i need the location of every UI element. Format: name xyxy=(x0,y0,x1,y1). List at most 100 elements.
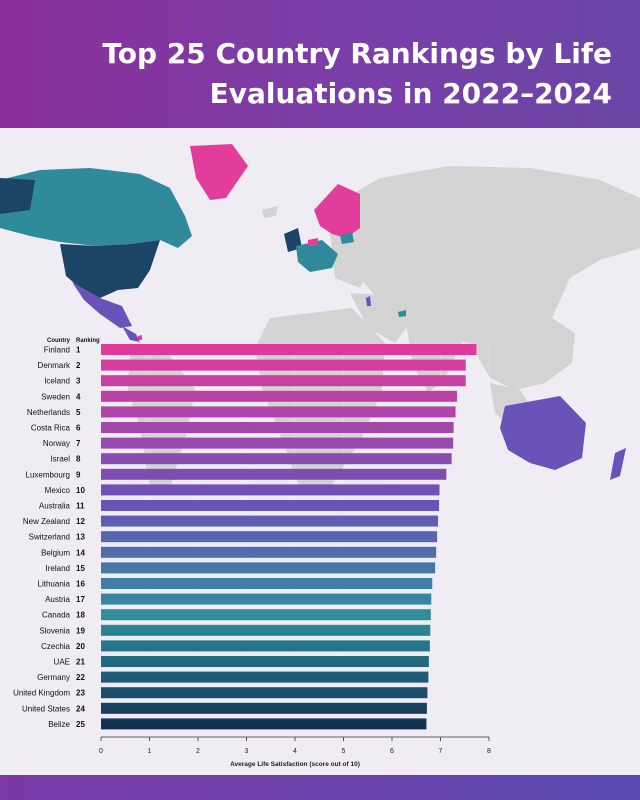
map-greenland xyxy=(190,144,248,200)
bar-sweden xyxy=(101,390,457,402)
rank-label-17: 17 xyxy=(76,595,85,604)
rank-label-1: 1 xyxy=(76,346,81,355)
rank-label-8: 8 xyxy=(76,455,81,464)
rank-label-3: 3 xyxy=(76,377,81,386)
bar-ireland xyxy=(101,562,436,574)
map-canada xyxy=(0,168,192,248)
x-tick-label-4: 4 xyxy=(293,748,297,755)
bar-iceland xyxy=(101,375,466,387)
bar-mexico xyxy=(101,484,440,496)
x-tick-label-5: 5 xyxy=(342,748,346,755)
country-label-3: Iceland xyxy=(44,377,70,386)
rank-label-14: 14 xyxy=(76,548,85,557)
header-ranking: Ranking xyxy=(76,338,100,344)
bar-uae xyxy=(101,656,429,667)
rank-label-4: 4 xyxy=(76,392,81,401)
x-tick-label-2: 2 xyxy=(196,748,200,755)
bar-norway xyxy=(101,437,454,449)
map-new-zealand xyxy=(610,448,626,480)
chart-title: Top 25 Country Rankings by Life Evaluati… xyxy=(102,37,612,110)
map-scandinavia xyxy=(314,184,360,238)
map-australia xyxy=(500,396,586,470)
map-usa xyxy=(60,240,160,298)
country-label-24: United States xyxy=(22,704,70,713)
map-lithuania xyxy=(340,232,354,244)
bars xyxy=(101,344,477,730)
country-label-7: Norway xyxy=(43,439,70,448)
bar-switzerland xyxy=(101,531,438,543)
header-banner: Top 25 Country Rankings by Life Evaluati… xyxy=(0,0,640,128)
rank-label-20: 20 xyxy=(76,642,85,651)
map-costa-rica xyxy=(138,335,142,340)
country-label-14: Belgium xyxy=(41,548,70,557)
map-netherlands xyxy=(308,238,318,246)
map-central-america xyxy=(122,326,140,342)
rank-label-18: 18 xyxy=(76,611,85,620)
country-label-13: Switzerland xyxy=(29,533,70,542)
map-israel xyxy=(366,296,371,306)
rank-label-2: 2 xyxy=(76,361,81,370)
bar-czechia xyxy=(101,640,430,652)
map-uae xyxy=(398,310,406,317)
rank-label-22: 22 xyxy=(76,673,85,682)
rank-label-5: 5 xyxy=(76,408,81,417)
map-alaska xyxy=(0,178,35,214)
x-tick-label-7: 7 xyxy=(439,748,443,755)
bar-belize xyxy=(101,718,427,730)
rank-label-16: 16 xyxy=(76,580,85,589)
x-tick-label-3: 3 xyxy=(245,748,249,755)
country-label-8: Israel xyxy=(50,455,70,464)
country-label-25: Belize xyxy=(48,720,70,729)
country-label-5: Netherlands xyxy=(27,408,70,417)
bar-canada xyxy=(101,609,431,621)
map-highlighted-countries xyxy=(0,144,626,480)
rank-label-23: 23 xyxy=(76,689,85,698)
bar-slovenia xyxy=(101,624,431,636)
x-tick-label-0: 0 xyxy=(99,748,103,755)
country-label-4: Sweden xyxy=(41,392,70,401)
country-label-18: Canada xyxy=(42,611,71,620)
bar-finland xyxy=(101,344,477,355)
map-iceland-base xyxy=(262,206,278,218)
bar-germany xyxy=(101,671,429,683)
country-label-6: Costa Rica xyxy=(31,424,71,433)
bar-united-kingdom xyxy=(101,687,428,699)
country-label-22: Germany xyxy=(37,673,70,682)
country-label-2: Denmark xyxy=(38,361,71,370)
rank-label-7: 7 xyxy=(76,439,81,448)
bar-australia xyxy=(101,500,440,511)
country-label-16: Lithuania xyxy=(38,580,71,589)
country-labels: Finland Denmark Iceland Sweden Netherlands Co… xyxy=(13,346,71,729)
bar-netherlands xyxy=(101,406,456,418)
country-label-15: Ireland xyxy=(46,564,70,573)
x-axis-label: Average Life Satisfaction (score out of … xyxy=(230,761,360,768)
x-tick-label-8: 8 xyxy=(487,748,491,755)
rank-label-19: 19 xyxy=(76,626,85,635)
country-label-11: Australia xyxy=(39,502,71,511)
country-label-23: United Kingdom xyxy=(13,689,70,698)
country-label-20: Czechia xyxy=(41,642,70,651)
country-label-17: Austria xyxy=(45,595,70,604)
header-country: Country xyxy=(47,338,71,344)
bar-lithuania xyxy=(101,578,433,589)
country-label-21: UAE xyxy=(54,658,70,667)
map-mexico xyxy=(72,282,132,328)
x-tick-label-1: 1 xyxy=(148,748,152,755)
bar-new-zealand xyxy=(101,515,439,527)
country-label-10: Mexico xyxy=(45,486,71,495)
rank-label-11: 11 xyxy=(76,502,85,511)
map-siberia xyxy=(345,166,640,343)
map-middle-east xyxy=(350,293,410,343)
bar-belgium xyxy=(101,546,437,558)
bar-united-states xyxy=(101,702,427,714)
footer-band xyxy=(0,775,640,800)
rank-label-9: 9 xyxy=(76,470,81,479)
rank-label-6: 6 xyxy=(76,424,81,433)
country-label-1: Finland xyxy=(44,346,70,355)
bar-costa-rica xyxy=(101,422,454,433)
rank-label-13: 13 xyxy=(76,533,85,542)
x-ticks: 0 1 2 3 4 5 6 7 8 xyxy=(99,737,491,755)
bar-austria xyxy=(101,593,432,605)
bar-israel xyxy=(101,453,452,465)
